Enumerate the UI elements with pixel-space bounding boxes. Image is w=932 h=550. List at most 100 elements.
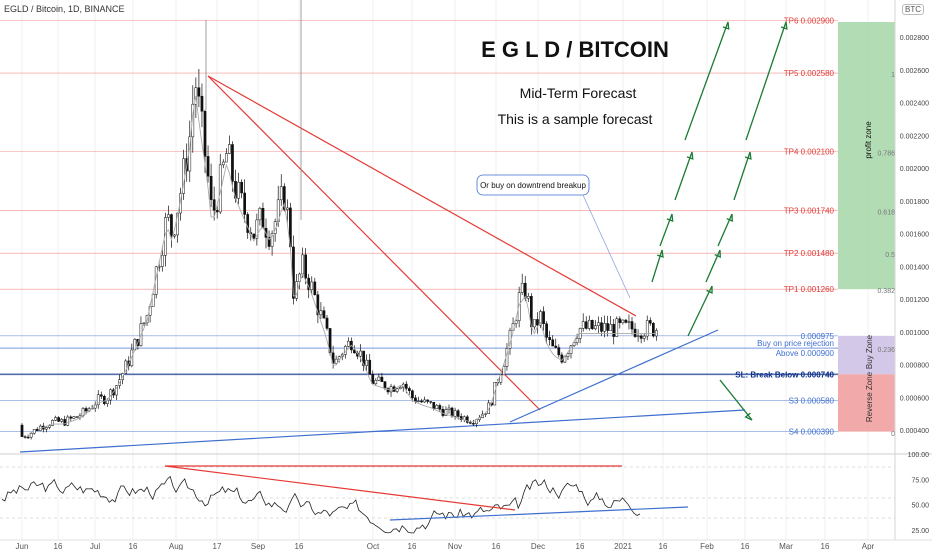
uptrend-line-short: [509, 329, 719, 423]
forecast-arrow-head: [744, 151, 752, 160]
candle-body: [237, 181, 240, 199]
candle-body: [84, 408, 88, 412]
x-tick-label: 16: [408, 542, 417, 550]
candle-body: [359, 350, 362, 357]
candle-body: [26, 436, 30, 439]
level-label: TP4 0.002100: [784, 148, 835, 157]
candle-body: [627, 321, 631, 323]
candle-body: [170, 214, 173, 237]
y-tick-label: 0.002200: [900, 133, 929, 140]
candle-body: [225, 153, 228, 163]
candle-body: [548, 337, 551, 340]
candle-body: [151, 294, 155, 307]
forecast-arrow-down-head: [744, 412, 753, 421]
candle-body: [66, 416, 70, 426]
rsi-downtrend: [164, 465, 516, 511]
x-tick-label: Oct: [367, 542, 380, 550]
forecast-arrow: [687, 285, 713, 337]
buy-zone: [838, 335, 895, 375]
candle-body: [554, 345, 558, 348]
candle-body: [423, 399, 426, 403]
level-label: Above 0.000900: [776, 349, 835, 358]
candle-body: [60, 419, 63, 422]
price-axis[interactable]: 0.002800 0.002600 0.002400 0.002200 0.002000…: [894, 0, 932, 540]
candle-body: [142, 322, 146, 324]
y-tick-label: 0.001400: [900, 264, 929, 271]
currency-button[interactable]: BTC: [902, 4, 924, 15]
level-label: TP1 0.001260: [784, 285, 835, 294]
candle-body: [383, 381, 387, 389]
fib-label: 0.236: [877, 347, 895, 354]
candle-body: [587, 320, 591, 329]
fib-label: 0.382: [877, 288, 895, 295]
candle-body: [551, 339, 555, 347]
candle-body: [231, 144, 234, 182]
candle-body: [536, 319, 539, 326]
forecast-arrow-head: [722, 21, 730, 30]
y-tick-label: 0.001000: [900, 330, 929, 337]
candle-body: [395, 388, 399, 392]
candle-body: [173, 234, 176, 237]
candle-body: [624, 319, 628, 323]
candle-body: [215, 210, 219, 213]
level-label: TP2 0.001480: [784, 249, 835, 258]
candle-body: [240, 181, 243, 194]
candle-body: [420, 400, 423, 403]
candle-body: [167, 214, 170, 218]
candle-body: [581, 321, 585, 329]
candle-body: [325, 317, 329, 329]
x-tick-label: 16: [295, 542, 304, 550]
price-pane: TP6 0.002900 TP5 0.002580 TP4 0.002100 TP3 …: [0, 0, 895, 540]
fib-label: 0.618: [877, 210, 895, 217]
candle-body: [404, 383, 408, 389]
y-tick-label: 0.000800: [900, 363, 929, 370]
candle-body: [557, 347, 561, 356]
candle-body: [106, 399, 109, 404]
candle-body: [499, 374, 503, 383]
forecast-arrow-head: [686, 151, 694, 160]
candle-body: [526, 296, 530, 299]
moving-average: [40, 95, 657, 430]
candle-body: [389, 386, 393, 393]
candle-body: [209, 175, 213, 200]
level-label: TP3 0.001740: [784, 207, 835, 216]
level-label: TP6 0.002900: [784, 17, 835, 26]
x-tick-label: Jun: [16, 542, 29, 550]
candle-body: [575, 338, 579, 343]
forecast-arrow-head: [657, 249, 664, 258]
candle-body: [380, 376, 384, 382]
candle-body: [228, 144, 231, 154]
forecast-arrow-head: [780, 21, 788, 30]
candle-body: [459, 416, 463, 421]
candle-body: [652, 322, 655, 337]
time-axis[interactable]: Jun 16 Jul 16 Aug 17 Sep 16 Oct 16 Nov 16 Dec 16 2021 1…: [0, 539, 932, 550]
x-tick-label: Jul: [90, 542, 100, 550]
candle-body: [539, 311, 542, 326]
callout-box: [476, 174, 590, 196]
x-tick-label: 16: [492, 542, 501, 550]
candle-body: [304, 254, 307, 279]
candle-body: [472, 423, 475, 425]
candle-body: [319, 310, 323, 316]
price-levels: TP6 0.002900 TP5 0.002580 TP4 0.002100 TP3 …: [0, 17, 838, 437]
candle-body: [502, 366, 506, 376]
candle-body: [310, 281, 314, 290]
candle-body: [520, 282, 524, 293]
candle-body: [545, 323, 548, 338]
x-tick-label: 16: [54, 542, 63, 550]
candle-body: [212, 199, 216, 211]
candle-body: [124, 360, 128, 374]
x-tick-label: 16: [741, 542, 750, 550]
candle-body: [362, 350, 365, 366]
downtrend-line-1: [207, 75, 637, 317]
fib-label: 0.786: [877, 151, 895, 158]
candle-body: [456, 410, 460, 417]
candle-body: [444, 409, 448, 416]
forecast-arrow: [684, 21, 729, 141]
candle-body: [75, 416, 79, 418]
x-tick-label: 16: [129, 542, 138, 550]
forecast-arrow-head: [706, 285, 713, 295]
candle-body: [261, 208, 265, 229]
candle-body: [603, 323, 606, 332]
